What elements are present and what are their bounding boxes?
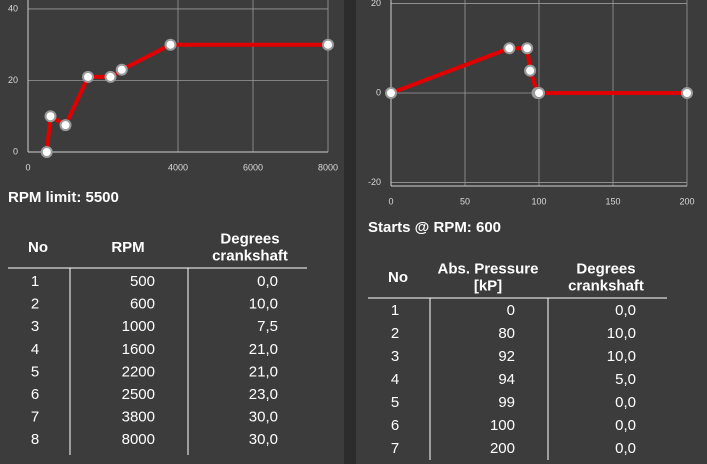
x-tick-label: 4000 [168, 162, 188, 172]
table-cell: 5 [391, 394, 399, 411]
table-cell: 23,0 [249, 386, 278, 403]
table-cell: 6 [391, 417, 399, 434]
column-header: No [28, 239, 48, 256]
table-cell: 0,0 [257, 273, 278, 290]
table-cell: 10,0 [249, 296, 278, 313]
x-tick-label: 0 [388, 196, 393, 206]
data-point [104, 70, 117, 83]
table-cell: 3 [31, 318, 39, 335]
data-point [44, 110, 57, 123]
data-point [164, 38, 177, 51]
x-tick-label: 50 [460, 196, 470, 206]
table-cell: 2200 [122, 363, 155, 380]
x-tick-label: 8000 [318, 162, 338, 172]
column-header: No [388, 269, 408, 286]
table-cell: 94 [498, 371, 515, 388]
data-point [503, 42, 516, 55]
table-cell: 3 [391, 348, 399, 365]
table-cell: 0 [507, 302, 515, 319]
y-tick-label: 20 [8, 75, 18, 85]
column-header: Degrees [220, 230, 279, 247]
table-cell: 1 [31, 273, 39, 290]
table-cell: 7,5 [257, 318, 278, 335]
table-cell: 0,0 [615, 394, 636, 411]
column-header: Abs. Pressure [438, 260, 539, 277]
data-point [322, 38, 334, 51]
table-cell: 30,0 [249, 409, 278, 426]
table-cell: 5 [31, 363, 39, 380]
table-cell: 0,0 [615, 440, 636, 457]
data-line [44, 42, 328, 153]
data-point [59, 119, 72, 132]
table-cell: 100 [490, 417, 515, 434]
table-cell: 1000 [122, 318, 155, 335]
x-tick-label: 200 [679, 196, 694, 206]
column-header: crankshaft [212, 247, 288, 264]
starts-label: Starts @ RPM: 600 [368, 219, 501, 236]
table-cell: 600 [130, 296, 155, 313]
x-tick-label: 150 [605, 196, 620, 206]
table-cell: 80 [498, 325, 515, 342]
table-cell: 4 [31, 341, 39, 358]
y-tick-label: 0 [376, 87, 381, 97]
column-header: crankshaft [568, 277, 644, 294]
table-cell: 7 [391, 440, 399, 457]
table-cell: 3800 [122, 409, 155, 426]
table-cell: 10,0 [607, 325, 636, 342]
x-tick-label: 0 [25, 162, 30, 172]
y-tick-label: 20 [371, 0, 381, 8]
table-cell: 2500 [122, 386, 155, 403]
data-point [115, 63, 128, 76]
table-cell: 21,0 [249, 363, 278, 380]
y-tick-label: 40 [8, 3, 18, 13]
y-tick-label: 0 [13, 146, 18, 156]
x-tick-label: 6000 [243, 162, 263, 172]
table-cell: 8 [31, 431, 39, 448]
column-header: [kP] [474, 277, 502, 294]
table-cell: 92 [498, 348, 515, 365]
column-header: RPM [111, 239, 144, 256]
panel-divider [344, 0, 356, 464]
table-cell: 21,0 [249, 341, 278, 358]
data-point [533, 87, 545, 99]
x-tick-label: 100 [531, 196, 546, 206]
table-cell: 7 [31, 409, 39, 426]
table-cell: 4 [391, 371, 399, 388]
data-point [385, 87, 397, 99]
table-cell: 500 [130, 273, 155, 290]
table-cell: 8000 [122, 431, 155, 448]
column-header: Degrees [576, 260, 635, 277]
table-cell: 10,0 [607, 348, 636, 365]
table-cell: 1600 [122, 341, 155, 358]
y-tick-label: -20 [368, 177, 381, 187]
table-cell: 200 [490, 440, 515, 457]
table-cell: 99 [498, 394, 515, 411]
table-cell: 30,0 [249, 431, 278, 448]
data-point [40, 146, 53, 158]
table-cell: 2 [391, 325, 399, 342]
table-cell: 6 [31, 386, 39, 403]
rpm-limit-label: RPM limit: 5500 [8, 189, 119, 206]
data-point [521, 42, 534, 55]
data-point [82, 70, 94, 83]
table-cell: 5,0 [615, 371, 636, 388]
table-cell: 2 [31, 296, 39, 313]
table-cell: 0,0 [615, 417, 636, 434]
data-point [681, 87, 693, 99]
table-cell: 0,0 [615, 302, 636, 319]
data-point [524, 64, 537, 77]
table-cell: 1 [391, 302, 399, 319]
